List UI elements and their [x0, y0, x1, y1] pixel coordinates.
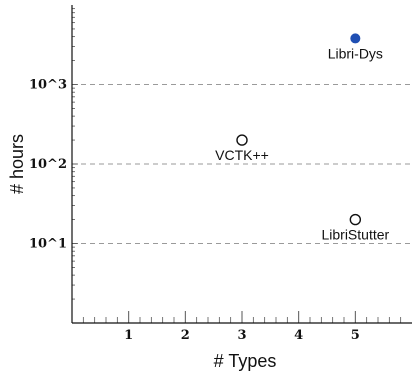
x-axis-title: # Types	[214, 351, 277, 371]
data-point-libristutter	[349, 213, 362, 226]
data-point-libri-dys	[350, 33, 361, 44]
x-tick-label: 1	[124, 328, 133, 343]
data-point-vctk	[236, 134, 248, 146]
y-tick-label: 10^3	[29, 78, 67, 93]
y-tick-label: 10^2	[29, 157, 67, 172]
y-tick-label: 10^1	[29, 237, 67, 252]
x-tick-label: 3	[237, 328, 246, 343]
grid-lines	[72, 84, 412, 244]
y-axis-title: # hours	[7, 134, 27, 194]
data-points: Libri-Dys VCTK++ LibriStutter	[215, 33, 390, 243]
data-label-vctk: VCTK++	[215, 147, 269, 163]
x-tick-label: 4	[294, 328, 303, 343]
data-label-libristutter: LibriStutter	[321, 227, 389, 243]
tick-labels: 10^1 10^2 10^3 1 2 3 4 5	[29, 78, 360, 344]
x-tick-label: 5	[351, 328, 360, 343]
data-label-libri-dys: Libri-Dys	[328, 45, 383, 61]
x-tick-label: 2	[181, 328, 190, 343]
